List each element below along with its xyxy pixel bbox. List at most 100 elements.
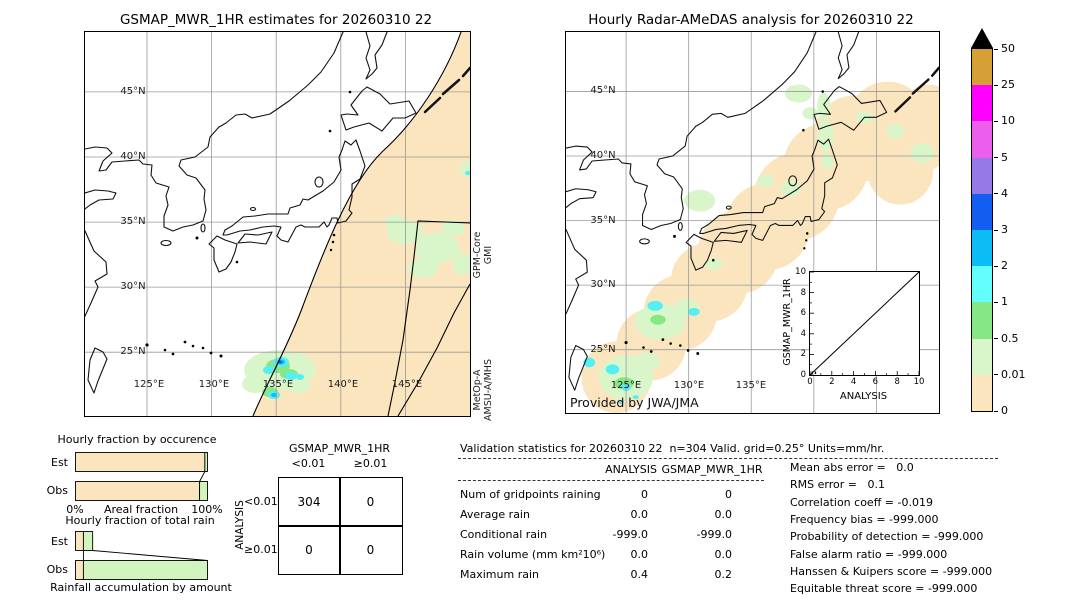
inset-y-tick-label: 8 <box>800 287 806 298</box>
sensor-label-line: GMI <box>483 245 494 265</box>
est-light-segment <box>75 531 84 551</box>
colorbar-segment <box>972 121 992 158</box>
scatter-inset-svg <box>810 272 919 375</box>
latitude-label: 30°N <box>590 279 616 290</box>
validation-divider-top <box>458 458 998 459</box>
occurrence-bars <box>75 452 208 501</box>
colorbar-tick-label: 10 <box>1001 114 1015 128</box>
latitude-label: 45°N <box>590 85 616 96</box>
validation-gsmap-value: 0.0 <box>714 508 733 521</box>
contingency-col-label-lt: <0.01 <box>291 457 326 470</box>
contingency-table: 304 0 0 0 <box>278 477 403 575</box>
occurrence-x-max: 100% <box>191 503 223 516</box>
colorbar-segment <box>972 193 992 230</box>
contingency-cell-false: 0 <box>366 494 375 509</box>
colorbar: 0 0.01 0.5 1 2 3 4 5 10 25 50 <box>971 28 1046 438</box>
inset-y-tick-label: 2 <box>800 349 806 360</box>
colorbar-tick <box>994 84 998 86</box>
score-line: False alarm ratio = -999.000 <box>790 547 948 561</box>
contingency-cell-hit-rain: 0 <box>366 542 375 557</box>
colorbar-tick <box>994 301 998 303</box>
colorbar-tick-label: 0 <box>1001 404 1008 417</box>
validation-header: Validation statistics for 20260310 22 n=… <box>460 442 885 455</box>
colorbar-tick <box>994 374 998 376</box>
total-rain-row-est: Est <box>51 535 68 548</box>
inset-y-tick-label: 4 <box>800 328 806 339</box>
inset-x-axis-label: ANALYSIS <box>839 391 888 402</box>
sensor-label-line: AMSU-A/MHS <box>483 359 494 421</box>
inset-x-tick-label: 10 <box>913 377 925 387</box>
segment-connector <box>92 550 208 561</box>
sensor-label-gpm: GPM-Core GMI <box>472 215 494 295</box>
inset-x-tick-label: 2 <box>829 377 835 387</box>
contingency-cell-miss: 0 <box>305 542 313 557</box>
inset-x-tick-label: 6 <box>872 377 879 387</box>
colorbar-tick-label: 25 <box>1001 78 1015 92</box>
latitude-label: 25°N <box>590 344 616 355</box>
contingency-cell-hit-dry: 304 <box>297 494 321 509</box>
validation-row-label: Average rain <box>460 508 530 521</box>
obs-rain-segment <box>199 481 208 501</box>
gsmap-map-svg <box>85 32 470 416</box>
colorbar-tick-label: 0.5 <box>1001 331 1019 345</box>
inset-x-tick-label: 8 <box>894 377 900 387</box>
score-line: Mean abs error = 0.0 <box>790 461 914 474</box>
contingency-col-label-ge: ≥0.01 <box>353 457 388 470</box>
inset-y-tick-label: 6 <box>800 308 806 319</box>
est-rain-segment <box>204 452 208 472</box>
validation-analysis-value: -999.0 <box>612 528 648 541</box>
radar-analysis-map: 0 2 4 6 8 10 0 2 4 6 8 10 GSMAP_MWR_1HR ANALYSIS Pr… <box>565 31 940 414</box>
validation-col-analysis: ANALYSIS <box>605 463 657 476</box>
validation-row-label: Maximum rain <box>460 568 539 581</box>
colorbar-segment <box>972 229 992 267</box>
colorbar-segment <box>972 374 992 411</box>
colorbar-tick <box>994 193 998 195</box>
contingency-col-group: GSMAP_MWR_1HR <box>288 442 391 455</box>
scatter-inset: 0 2 4 6 8 10 0 2 4 6 8 10 <box>795 267 924 387</box>
score-line: Equitable threat score = -999.000 <box>790 582 978 596</box>
colorbar-overflow-triangle <box>971 28 993 48</box>
longitude-label: 125°E <box>610 380 642 391</box>
colorbar-tick-label: 2 <box>1001 259 1008 273</box>
inset-x-tick-label: 4 <box>850 377 857 387</box>
colorbar-scale <box>971 48 993 412</box>
validation-gsmap-value: 0 <box>725 488 732 501</box>
validation-gsmap-value: -999.0 <box>696 528 732 541</box>
occurrence-chart-title: Hourly fraction by occurence <box>57 433 217 446</box>
total-rain-bars <box>75 531 208 580</box>
inset-data-point <box>814 371 817 374</box>
contingency-row-label-lt: <0.01 <box>244 495 278 508</box>
radar-cyan <box>583 300 700 405</box>
sensor-label-metop: MetOp-A AMSU-A/MHS <box>472 350 494 430</box>
score-line: Frequency bias = -999.000 <box>790 512 939 526</box>
inset-data-point <box>811 371 813 374</box>
right-map-title: Hourly Radar-AMeDAS analysis for 2026031… <box>588 12 914 28</box>
credit-text: Provided by JWA/JMA <box>570 395 699 410</box>
validation-row-label: Rain volume (mm km²10⁶) <box>460 548 606 561</box>
longitude-label: 130°E <box>198 379 230 390</box>
colorbar-segment <box>972 338 992 375</box>
est-heavy-segment <box>82 531 94 551</box>
validation-row-label: Conditional rain <box>460 528 548 541</box>
colorbar-tick <box>994 229 998 231</box>
longitude-label: 145°E <box>391 379 423 390</box>
sensor-label-line: GPM-Core <box>472 231 483 279</box>
colorbar-tick <box>994 338 998 340</box>
colorbar-tick <box>994 410 998 412</box>
occurrence-x-label: Areal fraction <box>103 503 179 516</box>
sensor-label-line: MetOp-A <box>472 369 483 411</box>
inset-x-tick-label: 0 <box>807 377 813 387</box>
latitude-label: 40°N <box>120 151 146 162</box>
validation-analysis-value: 0.0 <box>630 508 649 521</box>
validation-analysis-value: 0 <box>641 488 648 501</box>
colorbar-tick-label: 0.01 <box>1001 367 1026 381</box>
latitude-label: 25°N <box>120 346 146 357</box>
inset-y-tick-label: 0 <box>800 370 806 380</box>
colorbar-tick <box>994 265 998 267</box>
validation-analysis-value: 0.0 <box>630 548 649 561</box>
diagonal-reference-line <box>810 272 919 375</box>
inset-y-axis-label: GSMAP_MWR_1HR <box>782 278 793 366</box>
colorbar-segment <box>972 49 992 86</box>
colorbar-segment <box>972 157 992 194</box>
